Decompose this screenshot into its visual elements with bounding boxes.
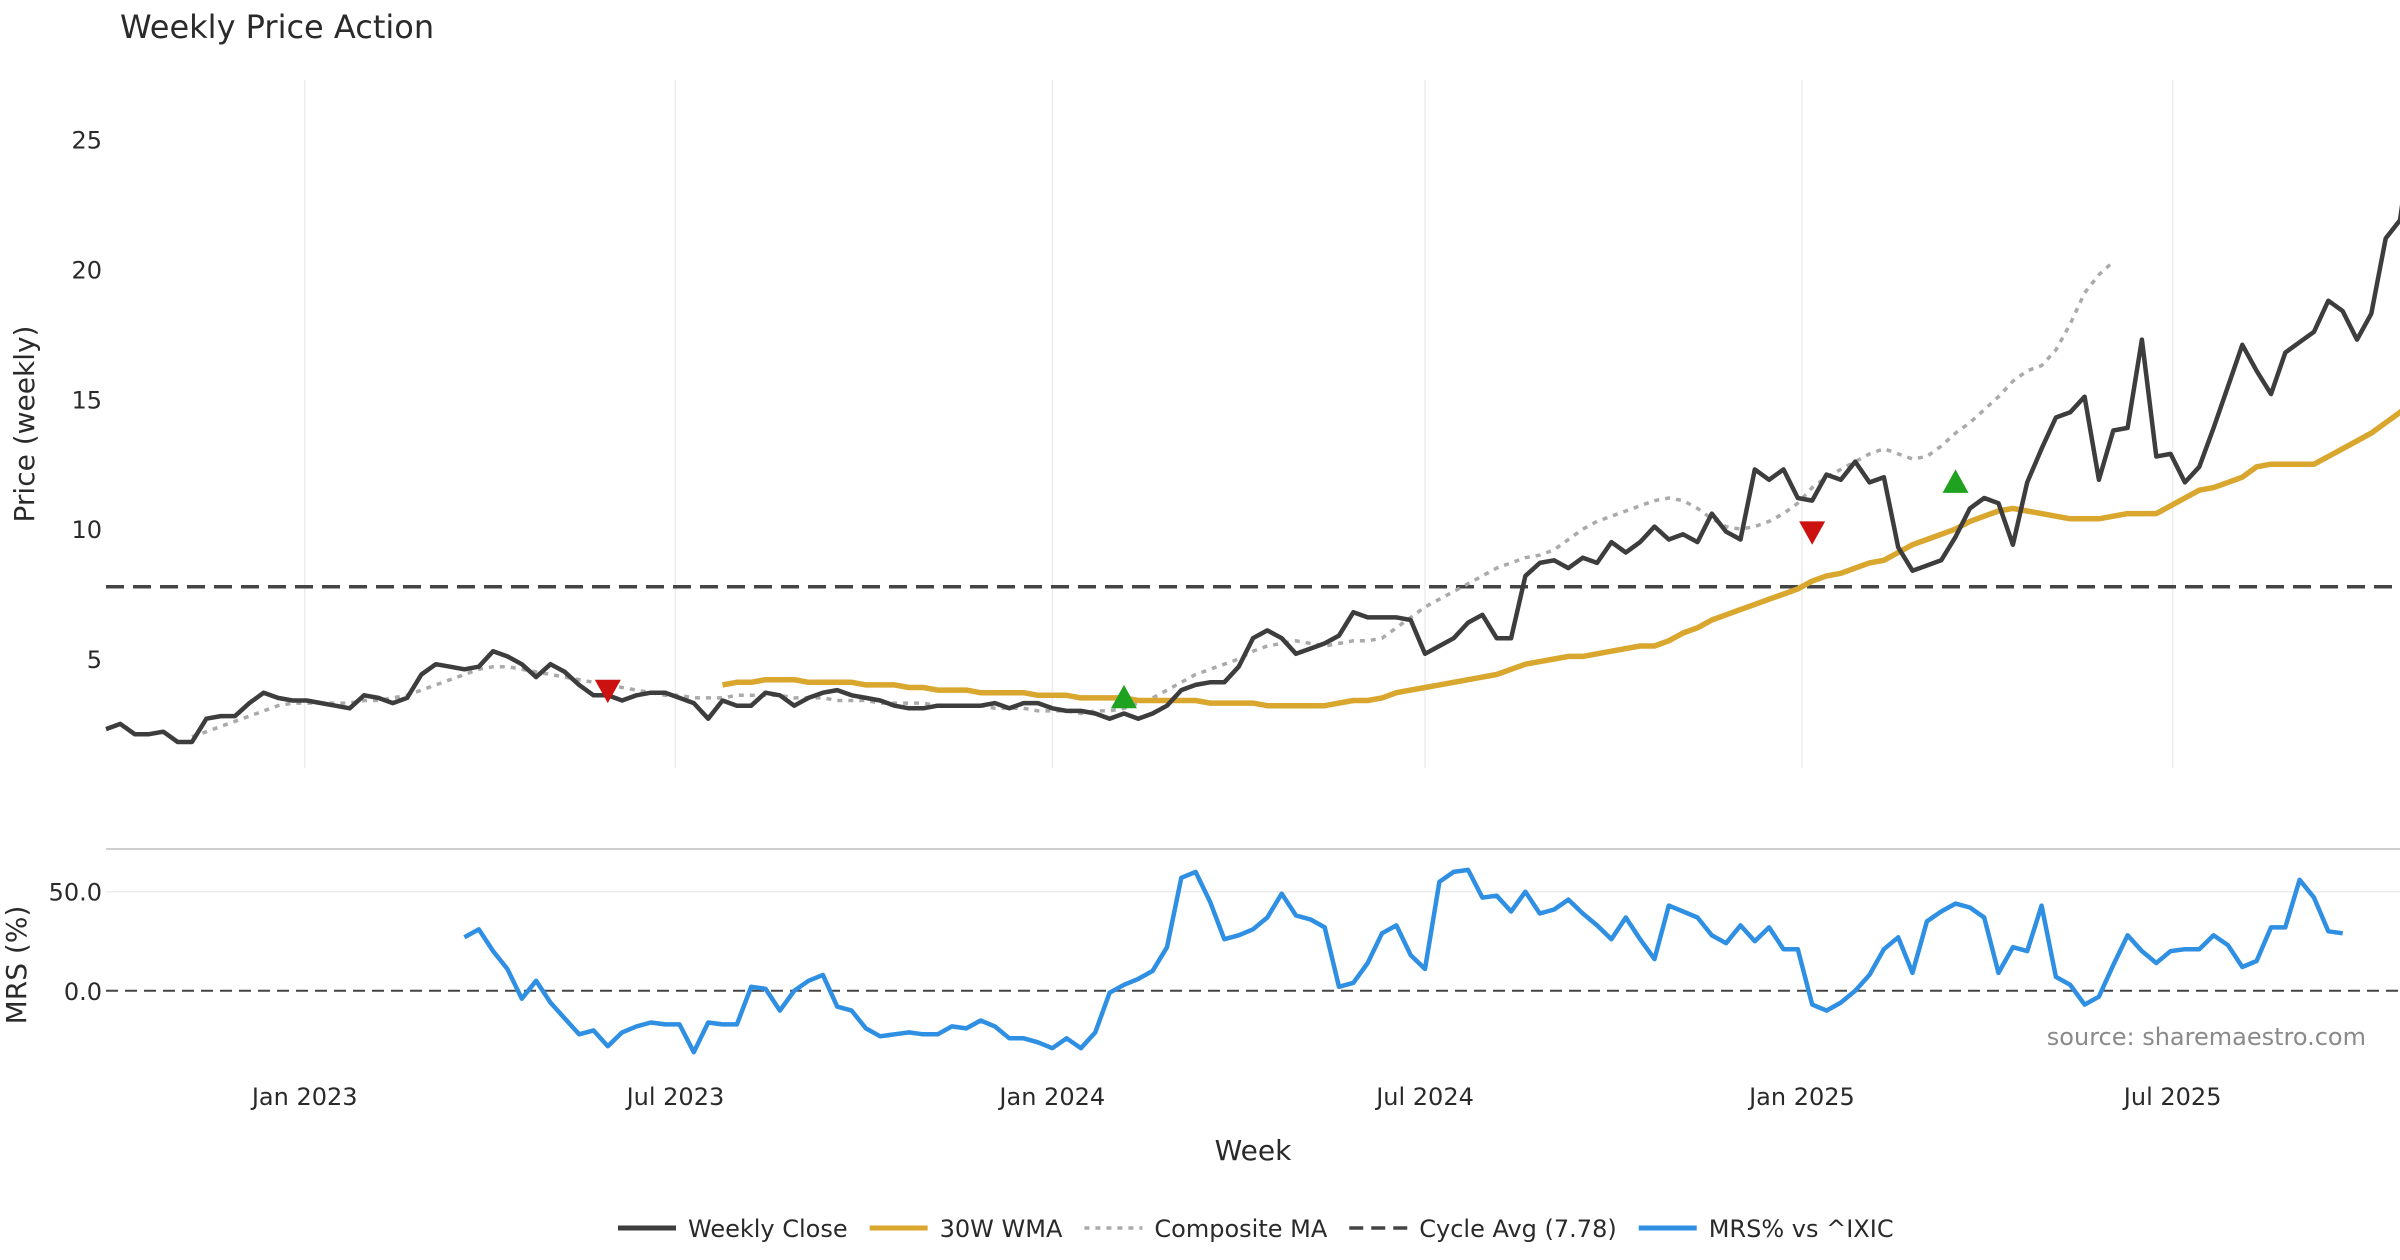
mrs-y-ticks: 0.0 50.0: [49, 879, 2400, 1006]
x-tick-label: Jul 2024: [1374, 1083, 1474, 1111]
mrs-y-tick-label: 50.0: [49, 879, 102, 907]
legend-item: Weekly Close: [618, 1215, 848, 1243]
x-axis-title: Week: [1215, 1134, 1292, 1167]
price-panel: 5 10 15 20 25 Price (weekly): [8, 80, 2400, 768]
legend-item: 30W WMA: [869, 1215, 1063, 1243]
source-note: source: sharemaestro.com: [2047, 1023, 2366, 1051]
x-tick-label: Jul 2023: [625, 1083, 725, 1111]
composite-ma-line: [191, 260, 2115, 739]
legend-label: Weekly Close: [688, 1215, 848, 1243]
legend-label: 30W WMA: [940, 1215, 1063, 1243]
signal-markers: [594, 469, 1969, 709]
legend-item: MRS% vs ^IXIC: [1638, 1215, 1894, 1243]
mrs-panel: 0.0 50.0 MRS (%) source: sharemaestro.com: [0, 867, 2400, 1055]
price-y-tick-label: 20: [71, 257, 102, 285]
legend-item: Cycle Avg (7.78): [1349, 1215, 1617, 1243]
price-y-tick-label: 15: [71, 386, 102, 414]
legend-item: Composite MA: [1084, 1215, 1328, 1243]
x-gridlines: [303, 80, 2174, 768]
x-tick-label: Jan 2025: [1747, 1083, 1855, 1111]
mrs-y-tick-label: 0.0: [64, 978, 102, 1006]
price-y-ticks: 5 10 15 20 25: [71, 127, 102, 674]
wma-30w-line: [722, 408, 2400, 709]
chart-title: Weekly Price Action: [120, 8, 434, 46]
sell-signal-marker: [594, 679, 621, 704]
x-tick-label: Jan 2023: [250, 1083, 358, 1111]
price-y-tick-label: 25: [71, 127, 102, 155]
price-axis-title: Price (weekly): [8, 326, 41, 523]
x-tick-label: Jan 2024: [997, 1083, 1105, 1111]
buy-signal-marker: [1942, 469, 1969, 493]
mrs-line: [463, 867, 2344, 1055]
weekly-close-line: [105, 204, 2400, 745]
price-y-tick-label: 10: [71, 516, 102, 544]
x-tick-label: Jul 2025: [2122, 1083, 2222, 1111]
sell-signal-marker: [1799, 521, 1826, 545]
legend: Weekly Close 30W WMA Composite MA Cycle Avg…: [618, 1215, 1894, 1243]
legend-label: Composite MA: [1154, 1215, 1327, 1243]
buy-signal-marker: [1110, 684, 1137, 709]
legend-label: Cycle Avg (7.78): [1419, 1215, 1616, 1243]
x-axis-ticks: Jan 2023 Jul 2023 Jan 2024 Jul 2024 Jan 2025…: [250, 1083, 2222, 1111]
mrs-axis-title: MRS (%): [0, 906, 33, 1025]
legend-label: MRS% vs ^IXIC: [1709, 1215, 1894, 1243]
price-y-tick-label: 5: [87, 646, 102, 674]
